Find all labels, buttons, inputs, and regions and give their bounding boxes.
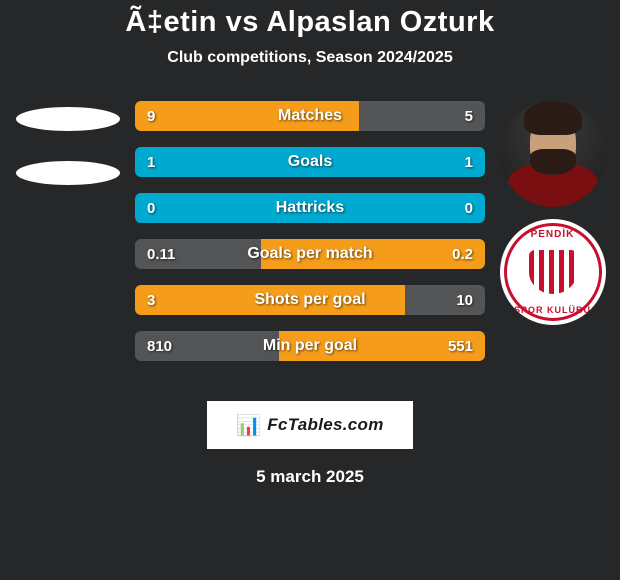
stat-value-left: 3 xyxy=(135,285,167,315)
stat-value-left: 810 xyxy=(135,331,184,361)
right-player-avatar xyxy=(500,101,606,207)
stat-value-left: 0 xyxy=(135,193,167,223)
stat-value-left: 1 xyxy=(135,147,167,177)
right-player-column: PENDİK SPOR KULÜBÜ xyxy=(485,101,620,325)
footer-logo: 📊 FcTables.com xyxy=(207,401,413,449)
date-text: 5 march 2025 xyxy=(0,467,620,487)
stat-row: Goals per match0.11 0.2 xyxy=(135,239,485,269)
stat-label: Goals xyxy=(135,147,485,177)
stat-label: Hattricks xyxy=(135,193,485,223)
stat-value-right: 0 xyxy=(453,193,485,223)
club-logo-text-bottom: SPOR KULÜBÜ xyxy=(500,305,606,315)
stat-row: Hattricks0 0 xyxy=(135,193,485,223)
right-player-club-logo: PENDİK SPOR KULÜBÜ xyxy=(500,219,606,325)
club-logo-text-top: PENDİK xyxy=(500,229,606,240)
footer-logo-text: FcTables.com xyxy=(267,415,383,435)
left-player-column xyxy=(0,101,135,185)
stat-label: Goals per match xyxy=(135,239,485,269)
stat-row: Matches9 5 xyxy=(135,101,485,131)
stat-value-right: 5 xyxy=(453,101,485,131)
stat-value-left: 9 xyxy=(135,101,167,131)
comparison-area: PENDİK SPOR KULÜBÜ Matches9 5 Goals1 1 Hattr… xyxy=(0,101,620,381)
club-logo-stripes xyxy=(529,250,577,294)
stat-value-right: 0.2 xyxy=(440,239,485,269)
avatar-hair xyxy=(524,101,582,135)
stat-row: Goals1 1 xyxy=(135,147,485,177)
stat-bars: Matches9 5 Goals1 1 Hattricks0 0 Goals per mat… xyxy=(135,101,485,377)
stat-row: Shots per goal3 10 xyxy=(135,285,485,315)
subtitle: Club competitions, Season 2024/2025 xyxy=(0,49,620,67)
page-title: Ã‡etin vs Alpaslan Ozturk xyxy=(0,0,620,39)
left-player-avatar-placeholder xyxy=(16,107,120,131)
stat-row: Min per goal810 551 xyxy=(135,331,485,361)
stat-value-right: 551 xyxy=(436,331,485,361)
left-player-club-placeholder xyxy=(16,161,120,185)
stat-value-right: 10 xyxy=(444,285,485,315)
stat-value-right: 1 xyxy=(453,147,485,177)
chart-icon: 📊 xyxy=(236,413,261,438)
stat-value-left: 0.11 xyxy=(135,239,187,269)
stat-label: Matches xyxy=(135,101,485,131)
stat-label: Min per goal xyxy=(135,331,485,361)
avatar-beard xyxy=(530,149,576,175)
stat-label: Shots per goal xyxy=(135,285,485,315)
